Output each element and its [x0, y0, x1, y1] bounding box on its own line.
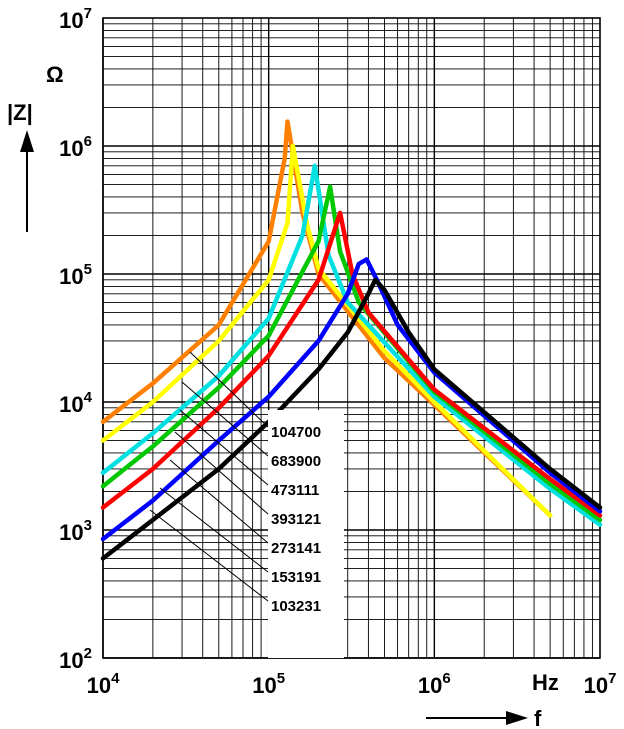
- legend-leader-473111: [179, 409, 269, 486]
- legend-label-153191: 153191: [271, 569, 321, 586]
- legend-leaders: [149, 351, 269, 602]
- legend: 104700 683900 473111 393121 273141 153191 1032…: [271, 424, 321, 615]
- series-line-273141: [100, 210, 603, 518]
- y-tick-label: 106: [59, 133, 92, 161]
- series-line-683900: [100, 143, 553, 518]
- legend-leader-103231: [149, 509, 269, 602]
- y-tick-label: 104: [59, 389, 92, 417]
- x-tick-label: 106: [418, 670, 451, 698]
- x-arrow-icon: [426, 711, 528, 725]
- y-label: |Z|: [7, 100, 33, 125]
- y-tick-label: 105: [59, 261, 92, 289]
- legend-label-393121: 393121: [271, 511, 321, 528]
- legend-leader-153191: [159, 487, 269, 573]
- legend-leader-393121: [174, 431, 269, 515]
- y-arrow-icon: [20, 130, 34, 232]
- legend-label-273141: 273141: [271, 540, 321, 557]
- series-line-104700: [100, 119, 553, 518]
- y-unit: Ω: [46, 62, 64, 87]
- series-line-473111: [100, 163, 603, 527]
- legend-leader-104700: [189, 351, 269, 428]
- grid: [102, 17, 601, 659]
- legend-label-473111: 473111: [271, 482, 319, 499]
- x-unit: Hz: [532, 670, 559, 695]
- x-tick-label: 105: [252, 670, 285, 698]
- legend-box: [268, 410, 344, 658]
- plot-frame: [102, 17, 601, 659]
- x-tick-label: 107: [584, 670, 617, 698]
- legend-label-103231: 103231: [271, 598, 321, 615]
- axes: 104 105 106 107 102 103 104 105 106 107: [59, 5, 616, 698]
- y-tick-label: 107: [59, 5, 92, 33]
- legend-leader-273141: [169, 459, 269, 544]
- legend-label-104700: 104700: [271, 424, 321, 441]
- legend-leader-683900: [181, 381, 269, 457]
- series-line-103231: [100, 277, 603, 561]
- y-tick-label: 103: [59, 517, 92, 545]
- y-tick-label: 102: [59, 645, 92, 673]
- legend-label-683900: 683900: [271, 453, 321, 470]
- series-lines: [100, 119, 603, 561]
- series-line-153191: [100, 257, 603, 542]
- x-tick-label: 104: [87, 670, 120, 698]
- x-label: f: [534, 706, 542, 729]
- series-line-393121: [100, 184, 603, 523]
